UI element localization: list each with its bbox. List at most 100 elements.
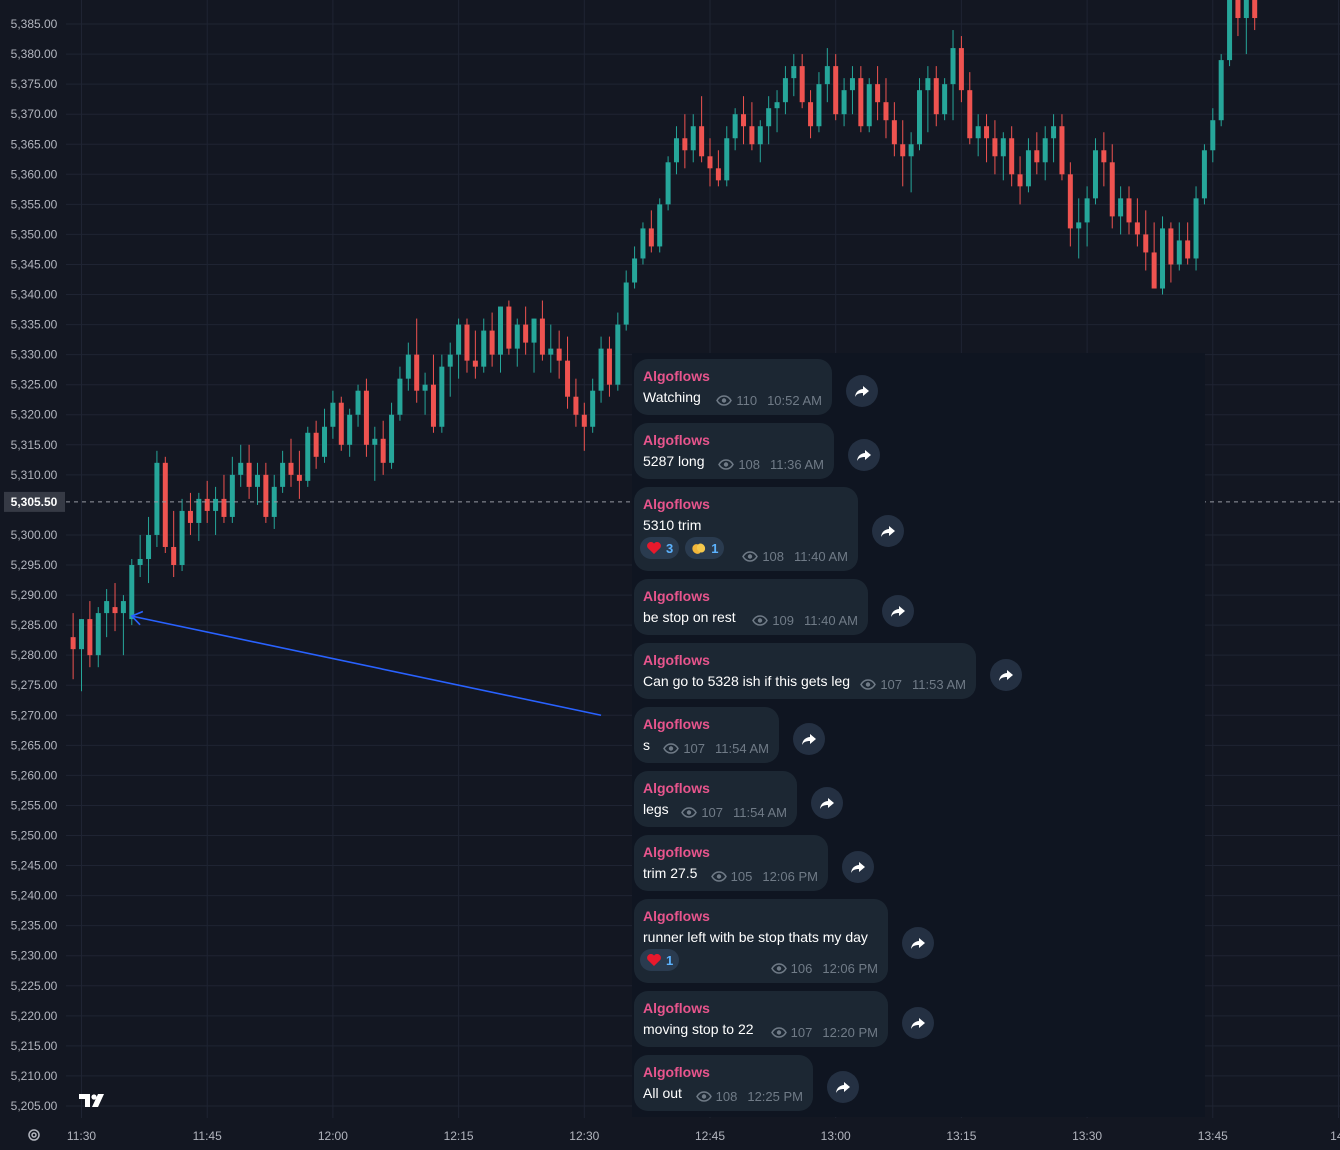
message-author[interactable]: Algoflows [643,780,710,796]
message-author[interactable]: Algoflows [643,368,710,384]
candle [129,559,135,626]
share-button[interactable] [902,927,934,959]
reaction-clap[interactable]: 1 [685,537,725,559]
message-author[interactable]: Algoflows [643,908,710,924]
share-arrow-icon [855,386,869,397]
message-author[interactable]: Algoflows [643,652,710,668]
share-button[interactable] [882,595,914,627]
candle-body [397,378,403,415]
candle-body [238,462,244,475]
share-button[interactable] [990,659,1022,691]
price-tick-label: 5,295.00 [11,558,58,572]
share-button[interactable] [872,515,904,547]
chat-panel[interactable]: Algoflows Watching 110 10:52 AM Algoflows 528… [632,353,1205,1117]
candle [975,114,981,157]
view-count: 108 [738,457,761,472]
candle-body [1101,150,1107,163]
price-tick-label: 5,330.00 [11,348,58,362]
message-author[interactable]: Algoflows [643,1064,710,1080]
candle-body [1176,240,1182,265]
chat-message[interactable]: Algoflows be stop on rest 109 11:40 AM [634,579,868,635]
message-meta: 109 11:40 AM [752,613,858,628]
message-meta: 106 12:06 PM [770,961,878,976]
candle-body [87,619,93,656]
chat-message[interactable]: Algoflows trim 27.5 105 12:06 PM [634,835,828,891]
candle [372,426,378,481]
candle-body [808,102,814,127]
candle-body [774,102,780,109]
candle [238,444,244,487]
message-author[interactable]: Algoflows [643,1000,710,1016]
eye-icon [663,743,680,754]
candle [1227,0,1233,67]
message-text: 5287 long [643,453,705,469]
share-button[interactable] [827,1071,859,1103]
chat-message[interactable]: Algoflows 5287 long 108 11:36 AM [634,423,834,479]
candle-body [372,438,378,445]
chat-message[interactable]: Algoflows 5310 trim 3 1 108 11:40 AM [634,487,858,571]
candle-body [858,78,864,127]
candle [673,126,679,175]
candle-body [707,156,713,169]
candle-body [950,48,956,85]
share-button[interactable] [846,375,878,407]
candle [1009,126,1015,187]
candle-body [263,474,269,517]
share-button[interactable] [842,851,874,883]
candle [908,132,914,193]
gear-icon[interactable] [27,1128,41,1142]
candle [891,102,897,157]
chat-message[interactable]: Algoflows All out 108 12:25 PM [634,1055,813,1111]
message-author[interactable]: Algoflows [643,496,710,512]
candle [204,480,210,523]
message-text: s [643,737,650,753]
candle [1126,186,1132,235]
candle [950,30,956,121]
candle [380,420,386,475]
message-time: 11:54 AM [733,805,787,820]
chat-message[interactable]: Algoflows legs 107 11:54 AM [634,771,797,827]
share-button[interactable] [848,439,880,471]
candle-body [137,559,143,566]
candle [816,72,822,133]
candle [405,342,411,391]
candle-body [908,144,914,157]
message-author[interactable]: Algoflows [643,432,710,448]
chat-message[interactable]: Algoflows moving stop to 22 107 12:20 PM [634,991,888,1047]
reaction-heart[interactable]: 1 [640,949,680,971]
chat-message[interactable]: Algoflows s 107 11:54 AM [634,707,779,763]
view-count: 107 [790,1025,813,1040]
share-button[interactable] [902,1007,934,1039]
candle-body [699,126,705,157]
candle [590,378,596,433]
candle [724,126,730,187]
reaction-heart[interactable]: 3 [640,537,680,559]
price-tick-label: 5,215.00 [11,1039,58,1053]
candle [1134,198,1140,247]
message-author[interactable]: Algoflows [643,716,710,732]
share-arrow-icon [891,606,905,617]
message-meta: 107 11:54 AM [663,741,769,756]
chat-message[interactable]: Algoflows Can go to 5328 ish if this gets… [634,643,976,699]
time-tick-label: 11:45 [193,1129,222,1143]
candle-body [1235,0,1241,19]
chat-message[interactable]: Algoflows runner left with be stop thats … [634,899,888,983]
share-arrow-icon [911,1018,925,1029]
message-author[interactable]: Algoflows [643,844,710,860]
candle-body [1185,240,1191,259]
candle-body [447,354,453,367]
candle [749,102,755,151]
share-button[interactable] [793,723,825,755]
message-author[interactable]: Algoflows [643,588,710,604]
share-button[interactable] [811,787,843,819]
candle-body [917,90,922,145]
candle-body [715,168,721,181]
candle-body [590,390,596,427]
time-tick-label: 12:45 [695,1129,725,1143]
chat-message[interactable]: Algoflows Watching 110 10:52 AM [634,359,832,415]
candle [87,601,93,668]
candle-body [380,438,386,463]
message-text: be stop on rest [643,609,736,625]
candle [598,336,604,403]
view-count: 110 [736,393,758,408]
